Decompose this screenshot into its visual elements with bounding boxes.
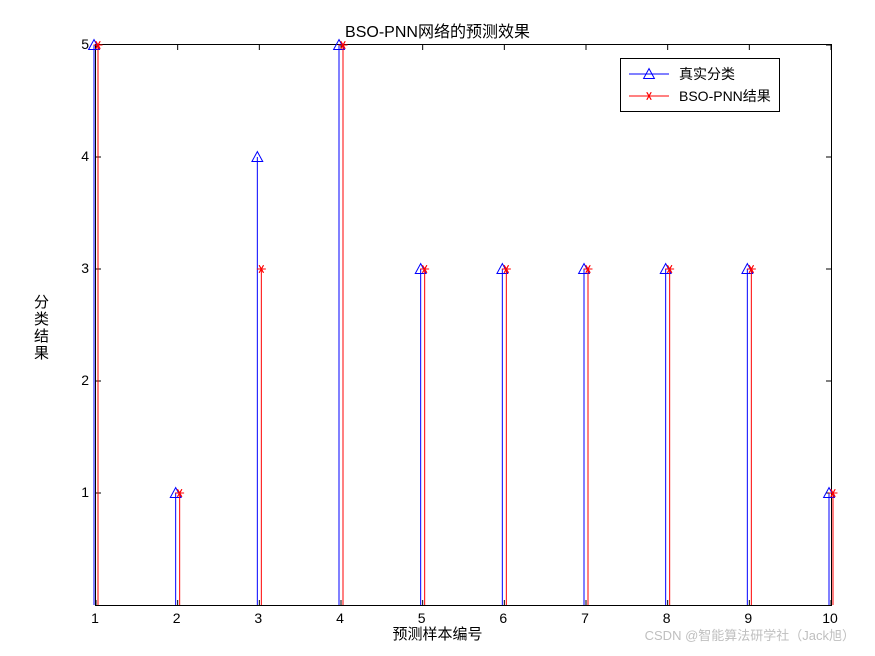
chart-container: BSO-PNN网络的预测效果 分类结果 预测样本编号 CSDN @智能算法研学社…: [0, 0, 875, 656]
x-tick-label: 9: [744, 610, 752, 626]
watermark-text: CSDN @智能算法研学社（Jack旭）: [645, 625, 855, 644]
y-tick-label: 2: [71, 372, 89, 388]
x-tick-label: 2: [173, 610, 181, 626]
y-tick-label: 5: [71, 36, 89, 52]
x-tick-label: 7: [581, 610, 589, 626]
x-tick-label: 10: [822, 610, 838, 626]
x-tick-label: 6: [499, 610, 507, 626]
plot-svg: [96, 45, 831, 605]
x-tick-label: 3: [254, 610, 262, 626]
legend-label: BSO-PNN结果: [679, 86, 771, 106]
y-tick-label: 1: [71, 484, 89, 500]
x-tick-label: 1: [91, 610, 99, 626]
x-tick-label: 4: [336, 610, 344, 626]
chart-title: BSO-PNN网络的预测效果: [0, 18, 875, 42]
plot-area: [95, 44, 832, 606]
legend-swatch: [629, 64, 669, 84]
x-tick-label: 8: [663, 610, 671, 626]
y-axis-label: 分类结果: [30, 294, 51, 362]
legend-item: BSO-PNN结果: [629, 85, 771, 107]
legend-item: 真实分类: [629, 63, 771, 85]
legend-label: 真实分类: [679, 64, 735, 84]
x-tick-label: 5: [418, 610, 426, 626]
y-tick-label: 4: [71, 148, 89, 164]
legend-swatch: [629, 86, 669, 106]
y-tick-label: 3: [71, 260, 89, 276]
legend: 真实分类BSO-PNN结果: [620, 58, 780, 112]
